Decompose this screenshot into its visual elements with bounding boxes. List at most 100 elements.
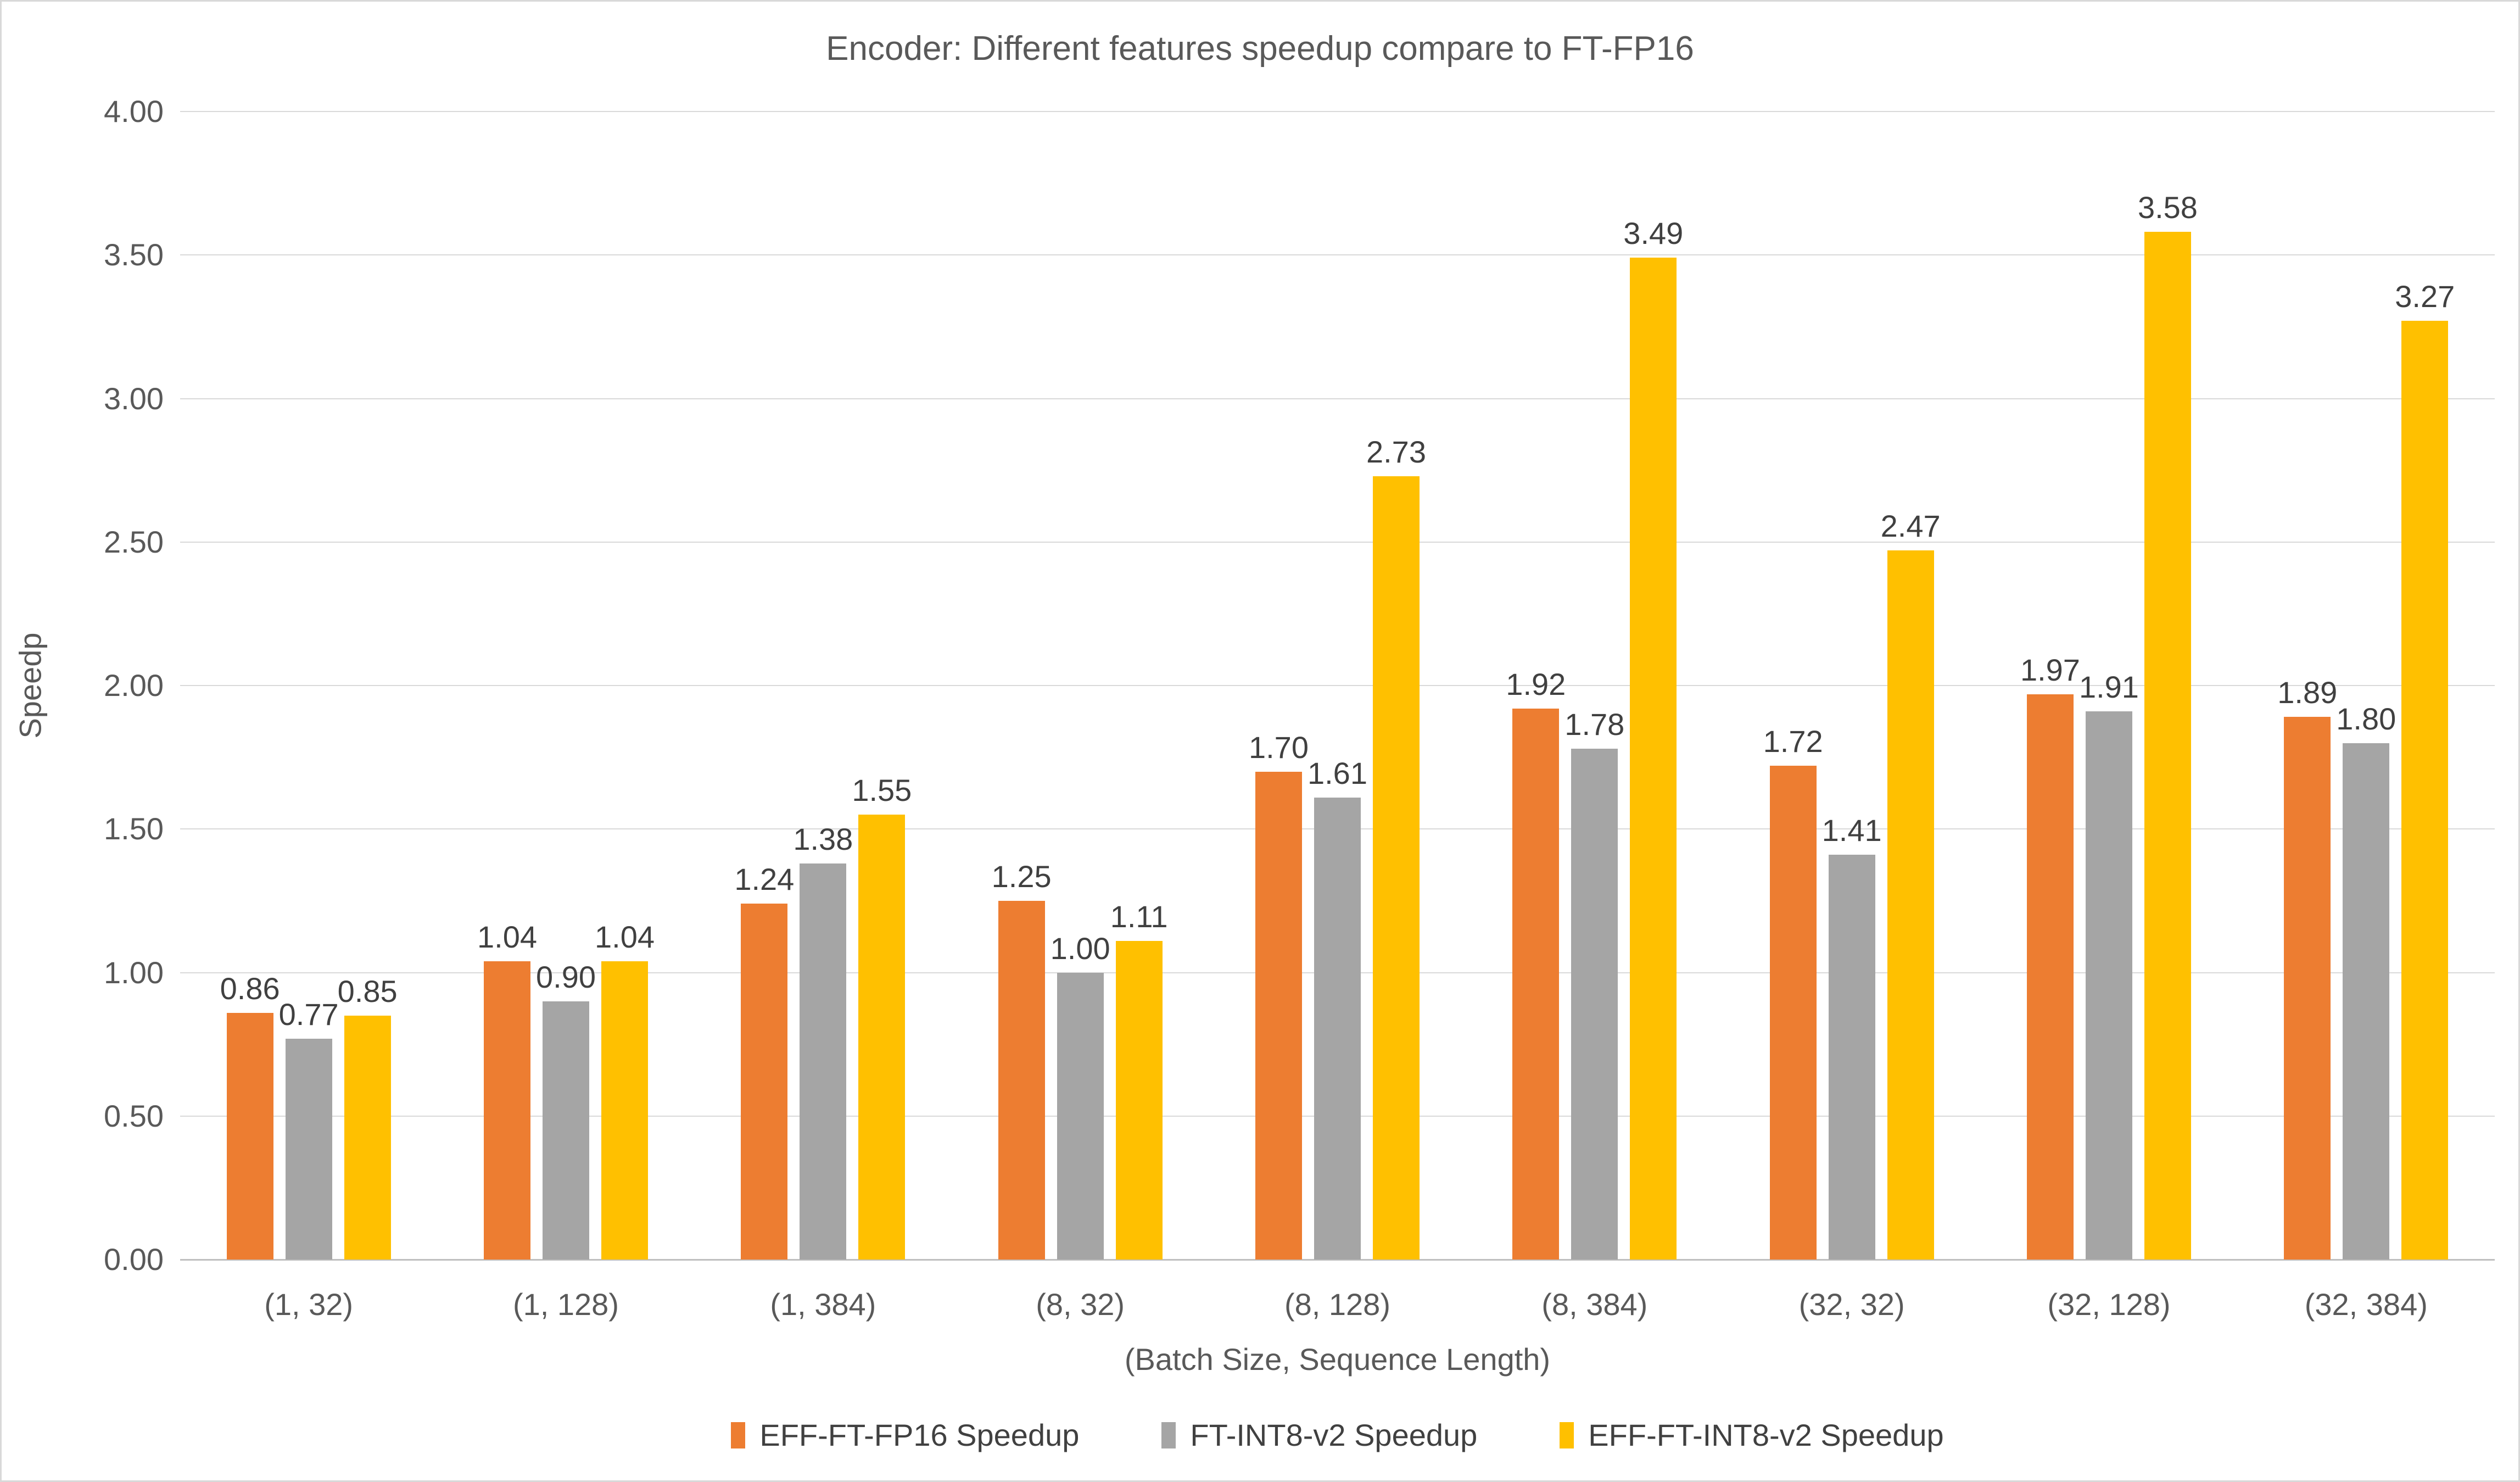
- x-tick-label: (1, 128): [512, 1287, 619, 1322]
- legend-label: EFF-FT-INT8-v2 Speedup: [1588, 1418, 1944, 1452]
- x-tick-label: (32, 128): [2047, 1287, 2171, 1322]
- bar-value-label: 1.41: [1821, 813, 1882, 848]
- y-tick-label: 0.00: [104, 1242, 164, 1277]
- gridline: [180, 398, 2495, 399]
- legend-label: FT-INT8-v2 Speedup: [1190, 1418, 1478, 1452]
- x-tick-label: (8, 32): [1036, 1287, 1125, 1322]
- legend-item: FT-INT8-v2 Speedup: [1161, 1418, 1477, 1453]
- bar-value-label: 1.24: [734, 862, 795, 897]
- bar: 1.24: [734, 863, 794, 1260]
- x-tick-label: (32, 32): [1798, 1287, 1905, 1322]
- gridline: [180, 541, 2495, 543]
- bar: 1.11: [1110, 900, 1168, 1260]
- bar: 0.77: [279, 998, 339, 1260]
- bar: 1.91: [2079, 671, 2139, 1260]
- bar: 1.00: [1051, 932, 1110, 1260]
- bar: 3.27: [2395, 280, 2455, 1260]
- x-tick-label: (1, 384): [770, 1287, 876, 1322]
- bar-value-label: 1.70: [1248, 729, 1309, 765]
- y-axis-tick-labels: 4.00 3.50 3.00 2.50 2.00 1.50 1.00 0.50 0.00: [2, 94, 164, 1277]
- bar: 3.58: [2138, 191, 2198, 1260]
- y-tick-label: 2.50: [104, 524, 164, 559]
- bar-group: 1.70 1.61 2.73: [1209, 112, 1466, 1260]
- y-tick-label: 3.50: [104, 237, 164, 272]
- bar: 2.73: [1366, 435, 1426, 1260]
- bar: 1.04: [595, 920, 655, 1260]
- bar: 1.89: [2277, 676, 2337, 1260]
- bar: 1.25: [992, 860, 1052, 1260]
- x-axis-title: (Batch Size, Sequence Length): [1124, 1342, 1551, 1377]
- x-axis-tick-labels: (1, 32) (1, 128) (1, 384) (8, 32) (8, 128) (8…: [180, 1287, 2495, 1322]
- bar-group: 1.97 1.91 3.58: [1980, 112, 2237, 1260]
- y-tick-label: 1.50: [104, 811, 164, 846]
- bar-value-label: 1.11: [1110, 899, 1168, 934]
- bar-group: 1.24 1.38 1.55: [695, 112, 952, 1260]
- bar-group: 1.25 1.00 1.11: [952, 112, 1209, 1260]
- bar: 1.97: [2020, 653, 2080, 1260]
- legend-label: EFF-FT-FP16 Speedup: [759, 1418, 1080, 1452]
- bar-value-label: 1.61: [1307, 755, 1367, 790]
- bar-group: 1.04 0.90 1.04: [437, 112, 694, 1260]
- y-tick-label: 1.00: [104, 955, 164, 990]
- bar: 0.86: [220, 972, 280, 1260]
- legend: EFF-FT-FP16 Speedup FT-INT8-v2 Speedup EFF…: [180, 1418, 2495, 1453]
- x-tick-label: (32, 384): [2304, 1287, 2428, 1322]
- bar: 0.90: [536, 960, 596, 1260]
- bar: 1.38: [793, 822, 853, 1260]
- bar: 1.92: [1506, 667, 1566, 1260]
- bar-groups: 0.86 0.77 0.85 1.04 0.90 1.04 1.24 1.38 1.55 1.25…: [180, 112, 2495, 1260]
- bar: 0.85: [338, 974, 398, 1260]
- bar-value-label: 1.92: [1506, 666, 1566, 701]
- bar-value-label: 3.58: [2137, 190, 2198, 225]
- x-tick-label: (8, 384): [1541, 1287, 1648, 1322]
- bar: 2.47: [1881, 510, 1941, 1260]
- bar-group: 1.92 1.78 3.49: [1466, 112, 1723, 1260]
- bar-value-label: 1.91: [2078, 670, 2139, 705]
- bar-value-label: 1.04: [594, 919, 655, 954]
- bar: 3.49: [1623, 217, 1683, 1260]
- bar-value-label: 1.38: [793, 821, 853, 856]
- x-tick-label: (1, 32): [264, 1287, 354, 1322]
- gridline: [180, 111, 2495, 112]
- bar-value-label: 1.00: [1050, 931, 1110, 966]
- bar-value-label: 1.55: [852, 773, 912, 808]
- bar: 1.72: [1763, 725, 1823, 1260]
- bar-value-label: 0.86: [220, 971, 280, 1006]
- bar-value-label: 1.89: [2277, 675, 2338, 710]
- legend-item: EFF-FT-FP16 Speedup: [731, 1418, 1079, 1453]
- bar: 1.80: [2336, 702, 2396, 1260]
- legend-swatch: [731, 1422, 746, 1448]
- bar-value-label: 1.80: [2336, 701, 2396, 736]
- bar-group: 0.86 0.77 0.85: [180, 112, 437, 1260]
- legend-swatch: [1161, 1422, 1176, 1448]
- bar-value-label: 2.47: [1880, 509, 1941, 544]
- bar-value-label: 1.25: [991, 859, 1052, 894]
- bar-value-label: 3.27: [2395, 279, 2455, 314]
- y-tick-label: 0.50: [104, 1098, 164, 1133]
- gridline: [180, 685, 2495, 686]
- bar: 1.70: [1249, 731, 1309, 1260]
- gridline: [180, 1259, 2495, 1261]
- bar: 1.04: [477, 920, 537, 1260]
- bar: 1.41: [1822, 814, 1882, 1260]
- bar-value-label: 1.72: [1763, 724, 1823, 759]
- bar-value-label: 2.73: [1366, 434, 1426, 469]
- legend-swatch: [1560, 1422, 1574, 1448]
- chart-title: Encoder: Different features speedup comp…: [826, 30, 1694, 68]
- y-tick-label: 3.00: [104, 381, 164, 416]
- bar-group: 1.72 1.41 2.47: [1723, 112, 1980, 1260]
- plot-area: 0.86 0.77 0.85 1.04 0.90 1.04 1.24 1.38 1.55 1.25…: [180, 111, 2495, 1261]
- bar-value-label: 3.49: [1623, 216, 1684, 251]
- bar-value-label: 1.04: [477, 919, 537, 954]
- legend-item: EFF-FT-INT8-v2 Speedup: [1560, 1418, 1944, 1453]
- bar-group: 1.89 1.80 3.27: [2238, 112, 2495, 1260]
- bar-value-label: 1.97: [2020, 652, 2080, 687]
- x-tick-label: (8, 128): [1284, 1287, 1390, 1322]
- bar: 1.55: [852, 774, 912, 1260]
- y-tick-label: 2.00: [104, 668, 164, 703]
- bar: 1.61: [1308, 756, 1367, 1260]
- bar-value-label: 0.85: [337, 973, 398, 1009]
- gridline: [180, 254, 2495, 256]
- bar-value-label: 1.78: [1564, 706, 1625, 742]
